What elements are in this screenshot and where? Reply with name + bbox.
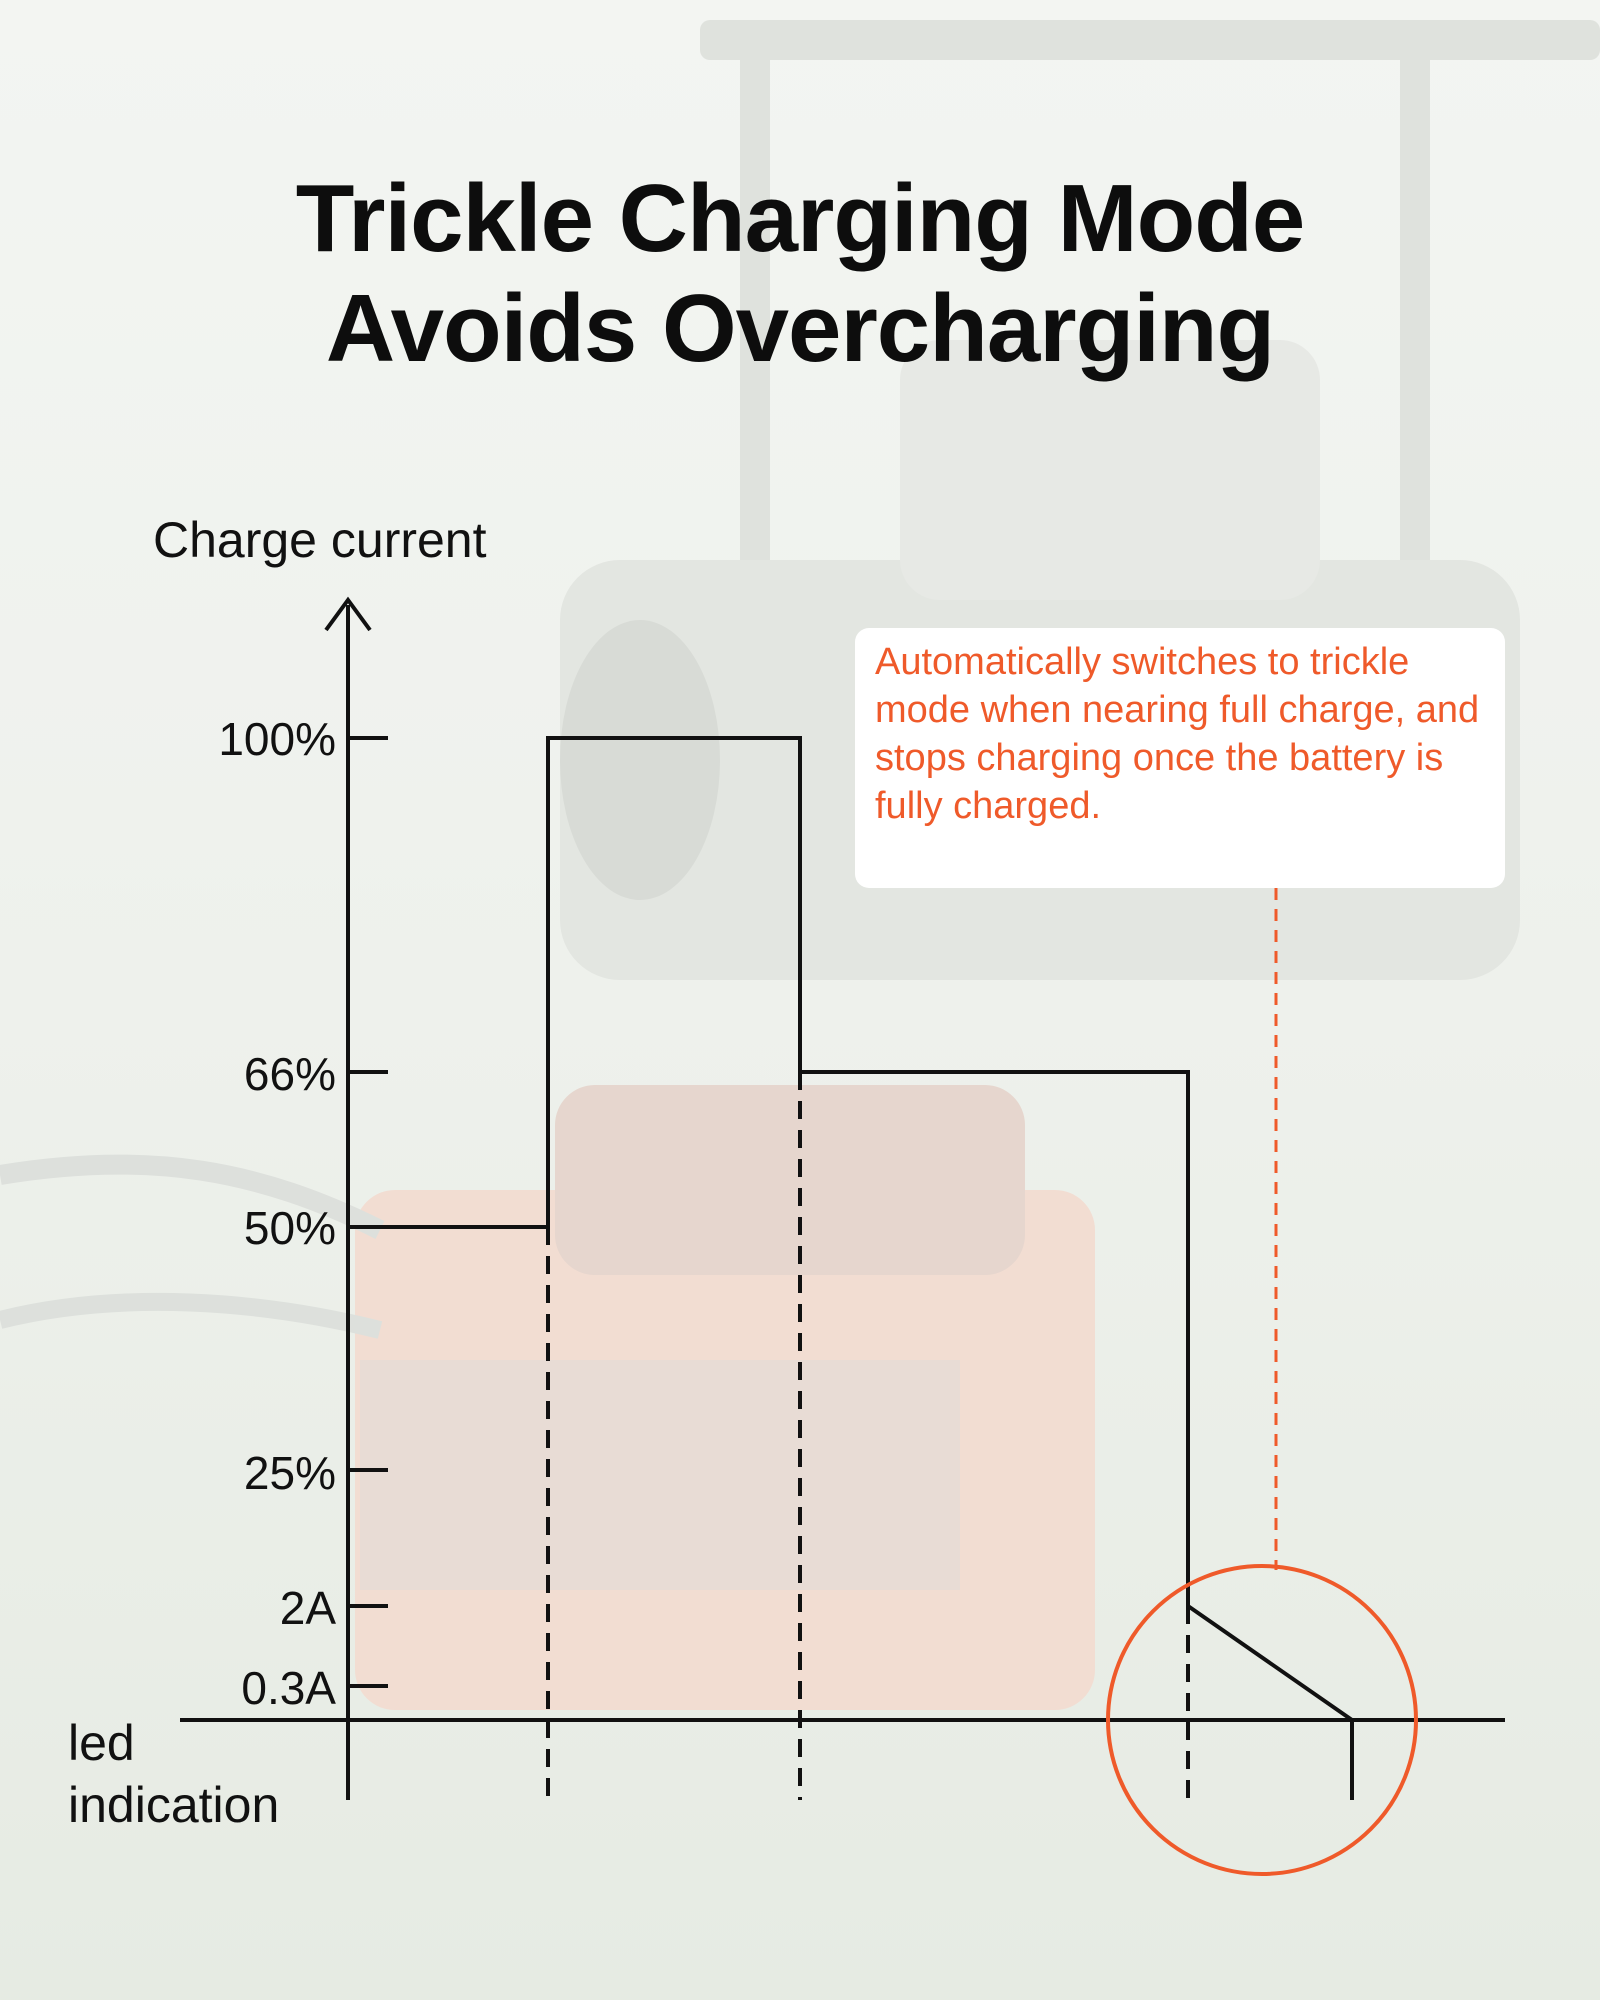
annotation-callout: Automatically switches to trickle mode w… bbox=[855, 628, 1505, 888]
charge-current-line bbox=[348, 736, 1354, 1722]
annotation-text: Automatically switches to trickle mode w… bbox=[875, 641, 1480, 827]
y-tick-marks bbox=[348, 736, 388, 1688]
y-tick-labels: 100% 66% 50% 25% 2A 0.3A bbox=[218, 713, 336, 1714]
title-line-1: Trickle Charging Mode bbox=[295, 165, 1306, 273]
tick-label-2a: 2A bbox=[280, 1582, 337, 1634]
tick-label-0-3a: 0.3A bbox=[241, 1662, 336, 1714]
x-axis-label: led indication bbox=[68, 1715, 279, 1833]
charger-silhouette bbox=[355, 1085, 1095, 1710]
tick-label-100: 100% bbox=[218, 713, 336, 765]
title-line-2: Avoids Overcharging bbox=[325, 275, 1275, 383]
page-title: Trickle Charging Mode Avoids Overchargin… bbox=[0, 164, 1600, 384]
stage-dividers bbox=[546, 1072, 1190, 1800]
tick-label-66: 66% bbox=[244, 1048, 336, 1100]
x-axis-label-line-2: indication bbox=[68, 1777, 279, 1833]
tick-label-50: 50% bbox=[244, 1202, 336, 1254]
y-axis-arrow bbox=[324, 596, 372, 632]
tick-label-25: 25% bbox=[244, 1447, 336, 1499]
y-axis-label: Charge current bbox=[153, 512, 487, 568]
x-axis-label-line-1: led bbox=[68, 1715, 135, 1771]
trickle-highlight-circle bbox=[1106, 1564, 1418, 1876]
